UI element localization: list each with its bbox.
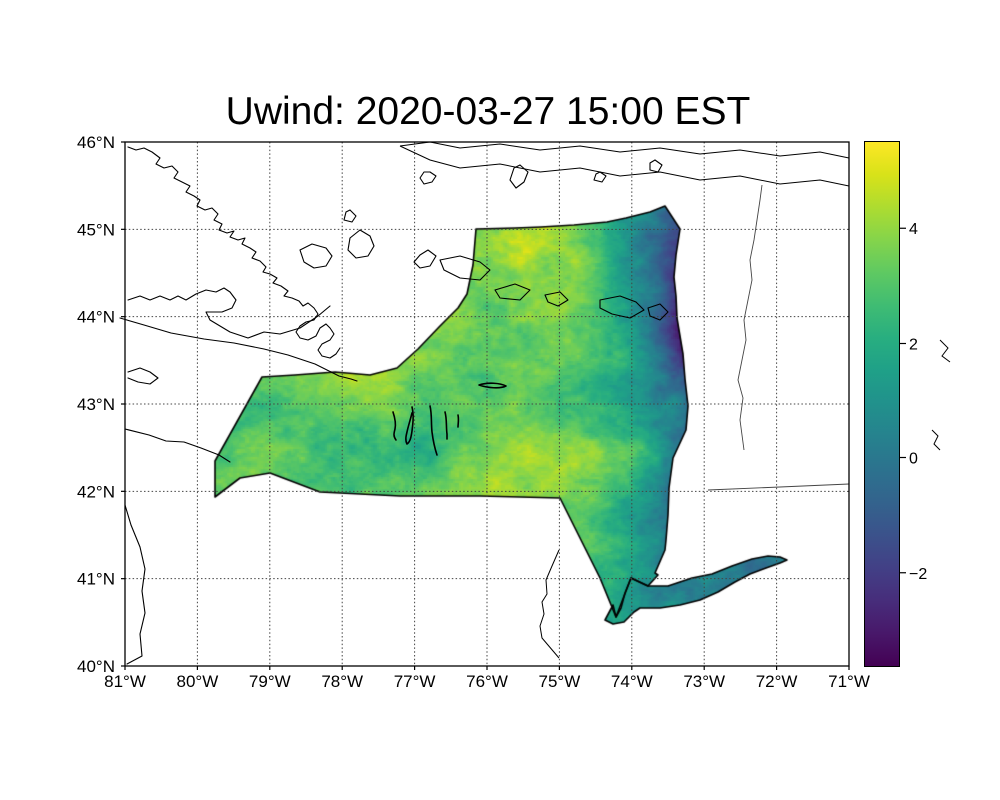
- svg-text:75°W: 75°W: [539, 672, 581, 691]
- svg-text:−2: −2: [909, 566, 927, 583]
- svg-text:2: 2: [909, 337, 918, 354]
- svg-text:0: 0: [909, 451, 918, 468]
- svg-text:72°W: 72°W: [756, 672, 798, 691]
- svg-text:40°N: 40°N: [77, 657, 115, 676]
- svg-text:43°N: 43°N: [77, 395, 115, 414]
- svg-text:4: 4: [909, 221, 918, 238]
- svg-text:80°W: 80°W: [177, 672, 219, 691]
- svg-text:78°W: 78°W: [321, 672, 363, 691]
- svg-text:44°N: 44°N: [77, 308, 115, 327]
- svg-text:74°W: 74°W: [611, 672, 653, 691]
- svg-text:79°W: 79°W: [249, 672, 291, 691]
- svg-text:46°N: 46°N: [77, 133, 115, 152]
- svg-text:41°N: 41°N: [77, 570, 115, 589]
- svg-text:42°N: 42°N: [77, 482, 115, 501]
- svg-text:71°W: 71°W: [828, 672, 870, 691]
- svg-text:45°N: 45°N: [77, 220, 115, 239]
- svg-text:77°W: 77°W: [394, 672, 436, 691]
- svg-text:73°W: 73°W: [683, 672, 725, 691]
- svg-text:76°W: 76°W: [466, 672, 508, 691]
